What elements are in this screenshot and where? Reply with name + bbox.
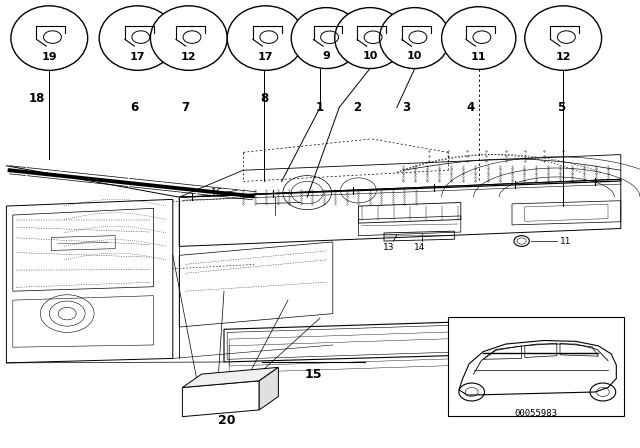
Ellipse shape xyxy=(442,7,516,69)
FancyBboxPatch shape xyxy=(448,317,624,416)
Text: 12: 12 xyxy=(556,52,571,62)
Text: 16: 16 xyxy=(211,188,223,198)
Text: 17: 17 xyxy=(258,52,273,62)
Polygon shape xyxy=(259,367,278,410)
Text: 15: 15 xyxy=(305,368,323,381)
Text: 10: 10 xyxy=(407,52,422,61)
Text: 13: 13 xyxy=(383,243,395,252)
Polygon shape xyxy=(182,381,259,417)
Text: 9: 9 xyxy=(323,52,330,61)
Text: 11: 11 xyxy=(560,237,572,246)
Ellipse shape xyxy=(150,6,227,70)
Text: 3: 3 xyxy=(403,101,410,114)
Ellipse shape xyxy=(335,8,405,69)
Text: 7: 7 xyxy=(182,101,189,114)
Text: 6: 6 xyxy=(131,101,138,114)
Text: 10: 10 xyxy=(362,52,378,61)
Text: 11: 11 xyxy=(471,52,486,62)
Ellipse shape xyxy=(99,6,176,70)
Text: 5: 5 xyxy=(557,101,565,114)
Text: 12: 12 xyxy=(181,52,196,62)
Ellipse shape xyxy=(291,8,362,69)
Text: 00055983: 00055983 xyxy=(515,409,558,418)
Text: 17: 17 xyxy=(130,52,145,62)
Text: 8: 8 xyxy=(260,92,268,105)
Text: 20: 20 xyxy=(218,414,236,427)
Ellipse shape xyxy=(227,6,304,70)
Text: 14: 14 xyxy=(413,243,425,252)
Text: 1: 1 xyxy=(316,101,324,114)
Text: 2: 2 xyxy=(353,101,361,114)
Text: 18: 18 xyxy=(28,92,45,105)
Polygon shape xyxy=(182,367,278,388)
Ellipse shape xyxy=(525,6,602,70)
Ellipse shape xyxy=(380,8,450,69)
Text: 19: 19 xyxy=(42,52,57,62)
Text: 4: 4 xyxy=(467,101,474,114)
Ellipse shape xyxy=(11,6,88,70)
